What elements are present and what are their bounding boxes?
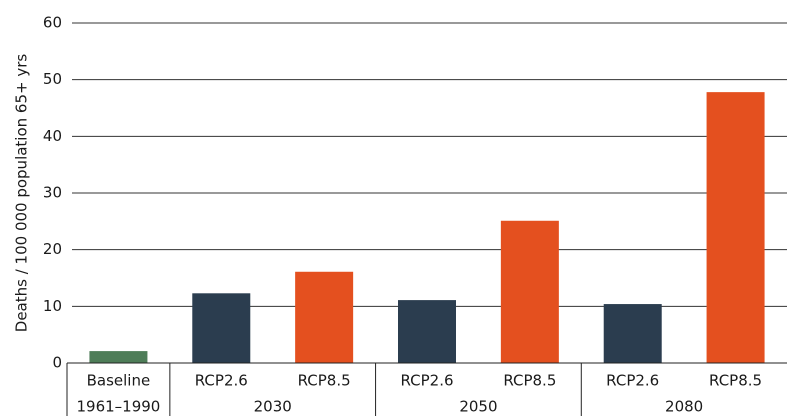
x-tick-label: Baseline: [87, 372, 151, 390]
x-tick-label: RCP8.5: [298, 372, 351, 390]
bar: [89, 351, 148, 363]
bar: [603, 304, 662, 363]
bar: [295, 271, 354, 363]
x-tick-label: RCP2.6: [606, 372, 659, 390]
y-tick-label: 40: [43, 127, 62, 145]
x-tick-label: RCP2.6: [400, 372, 453, 390]
y-tick-label: 10: [43, 297, 62, 315]
y-tick-label: 60: [43, 14, 62, 32]
x-tick-label: RCP8.5: [709, 372, 762, 390]
bar: [398, 300, 456, 363]
y-tick-label: 30: [43, 184, 62, 202]
bar: [706, 92, 765, 363]
x-tick-label: RCP2.6: [195, 372, 248, 390]
group-label: 2050: [459, 398, 497, 416]
group-label: 2080: [665, 398, 703, 416]
y-tick-label: 50: [43, 70, 62, 88]
group-label: 2030: [254, 398, 292, 416]
y-tick-label: 20: [43, 240, 62, 258]
group-label: 1961–1990: [76, 398, 160, 416]
y-axis-label: Deaths / 100 000 population 65+ yrs: [13, 54, 31, 333]
x-tick-label: RCP8.5: [503, 372, 556, 390]
bar: [192, 293, 251, 363]
bar: [500, 220, 559, 363]
y-tick-label: 0: [52, 354, 62, 372]
